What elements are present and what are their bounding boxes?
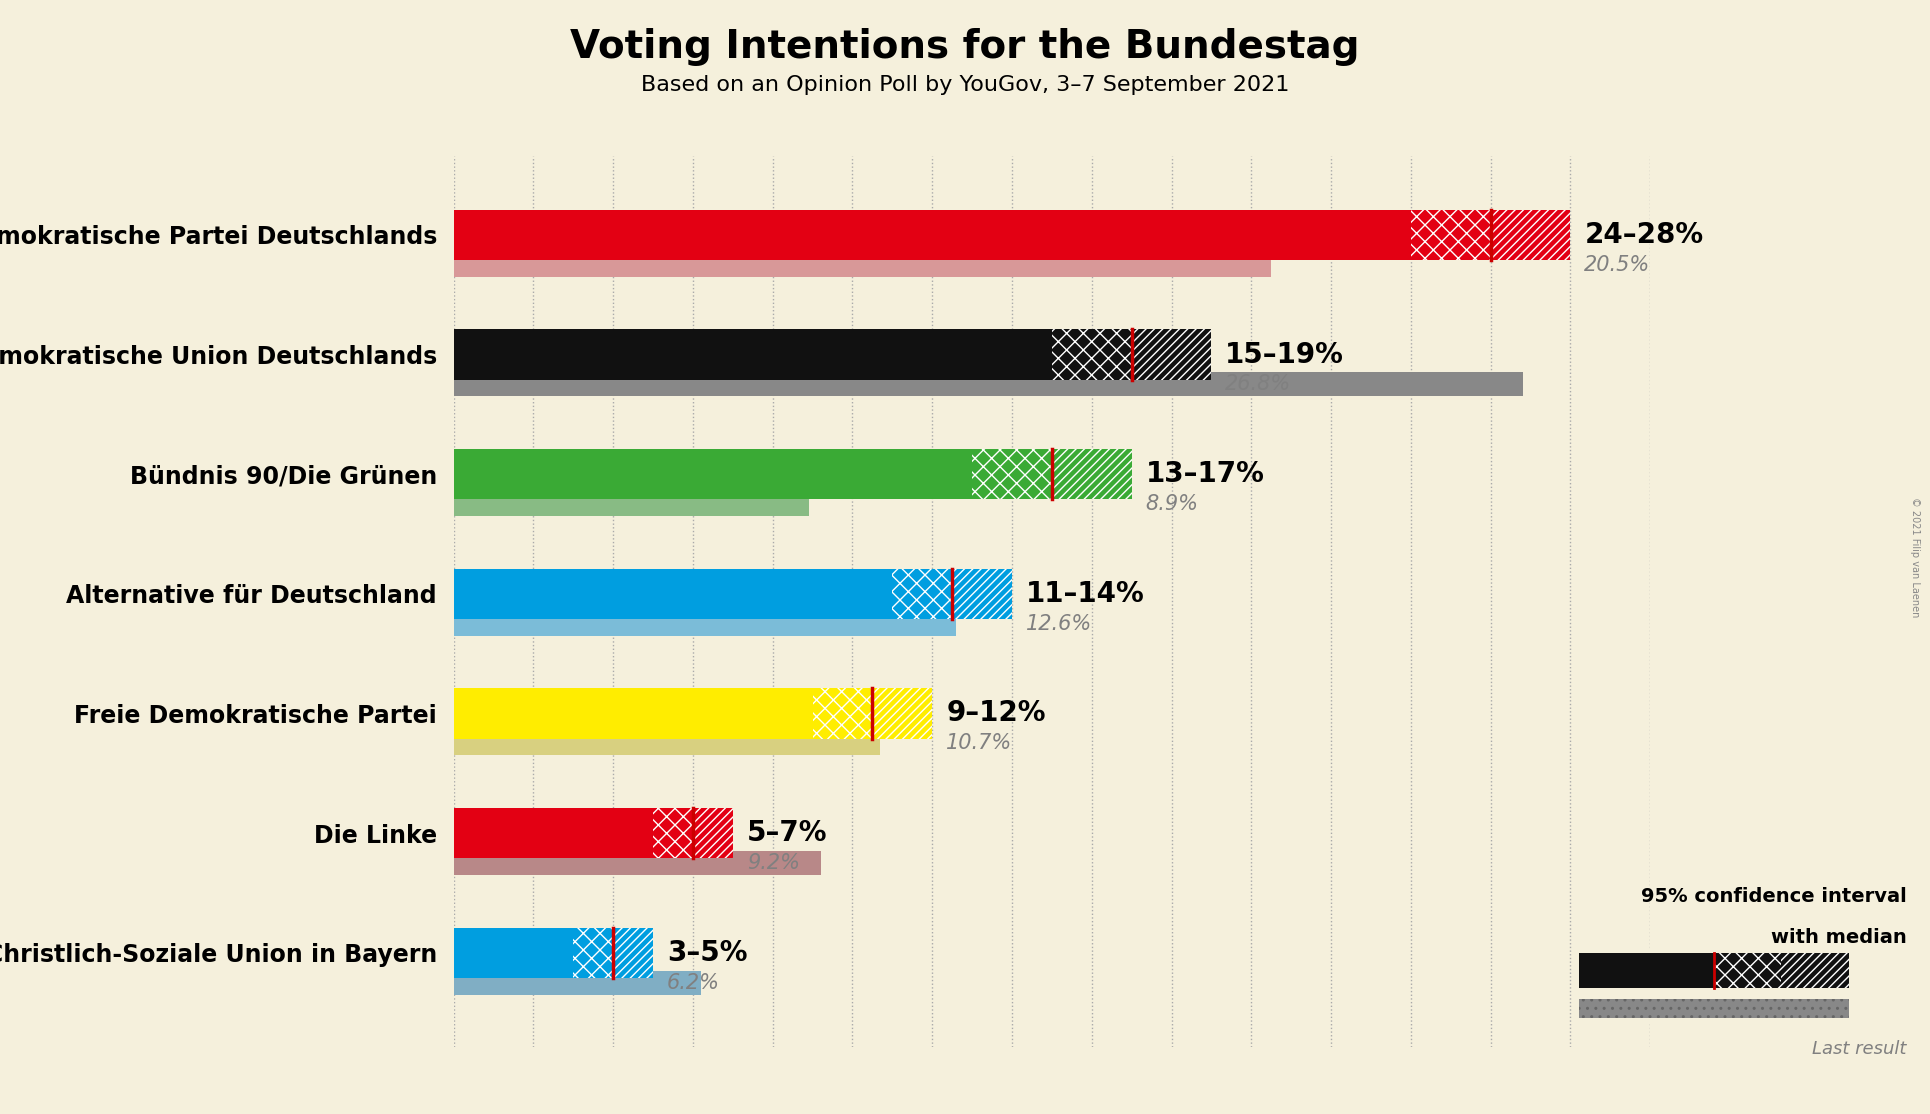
Bar: [454, 209, 1411, 260]
Bar: [872, 688, 932, 739]
Bar: [652, 808, 693, 858]
Bar: [1052, 449, 1131, 499]
Bar: [951, 568, 1011, 619]
Bar: [454, 253, 1272, 276]
Bar: [614, 928, 652, 978]
Text: 3–5%: 3–5%: [668, 939, 747, 967]
Bar: [973, 449, 1052, 499]
Bar: [454, 568, 892, 619]
Text: 20.5%: 20.5%: [1585, 255, 1650, 275]
Text: 12.6%: 12.6%: [1027, 614, 1092, 634]
Bar: [454, 970, 701, 995]
Bar: [813, 688, 872, 739]
Text: Voting Intentions for the Bundestag: Voting Intentions for the Bundestag: [569, 28, 1361, 66]
Bar: [573, 928, 614, 978]
Bar: [1579, 954, 1714, 988]
Text: 95% confidence interval: 95% confidence interval: [1640, 887, 1907, 907]
Bar: [454, 970, 701, 995]
Text: 26.8%: 26.8%: [1226, 374, 1291, 394]
Bar: [454, 372, 1523, 397]
Text: 11–14%: 11–14%: [1027, 579, 1144, 608]
Text: with median: with median: [1772, 928, 1907, 948]
Bar: [892, 568, 951, 619]
Text: 9–12%: 9–12%: [946, 700, 1046, 727]
Text: 6.2%: 6.2%: [668, 973, 720, 993]
Bar: [454, 808, 652, 858]
Text: 10.7%: 10.7%: [946, 733, 1013, 753]
Bar: [454, 732, 880, 755]
Bar: [1131, 330, 1212, 380]
Bar: [454, 732, 880, 755]
Bar: [693, 808, 733, 858]
Text: 8.9%: 8.9%: [1146, 495, 1199, 514]
Bar: [454, 330, 1052, 380]
Bar: [1714, 954, 1781, 988]
Text: 24–28%: 24–28%: [1585, 221, 1704, 248]
Bar: [454, 372, 1523, 397]
Bar: [454, 851, 820, 874]
Text: 9.2%: 9.2%: [747, 853, 799, 873]
Text: Last result: Last result: [1812, 1040, 1907, 1058]
Bar: [454, 612, 955, 636]
Bar: [454, 688, 813, 739]
Bar: [1579, 999, 1849, 1018]
Bar: [1579, 999, 1849, 1018]
Bar: [1052, 330, 1131, 380]
Bar: [454, 851, 820, 874]
Text: 15–19%: 15–19%: [1226, 341, 1343, 369]
Bar: [454, 492, 809, 516]
Bar: [454, 612, 955, 636]
Text: © 2021 Filip van Laenen: © 2021 Filip van Laenen: [1909, 497, 1920, 617]
Bar: [454, 253, 1272, 276]
Bar: [454, 449, 973, 499]
Bar: [1781, 954, 1849, 988]
Text: 13–17%: 13–17%: [1146, 460, 1264, 488]
Bar: [454, 928, 573, 978]
Bar: [454, 492, 809, 516]
Text: 5–7%: 5–7%: [747, 819, 828, 847]
Text: Based on an Opinion Poll by YouGov, 3–7 September 2021: Based on an Opinion Poll by YouGov, 3–7 …: [641, 75, 1289, 95]
Bar: [1411, 209, 1490, 260]
Bar: [1490, 209, 1571, 260]
